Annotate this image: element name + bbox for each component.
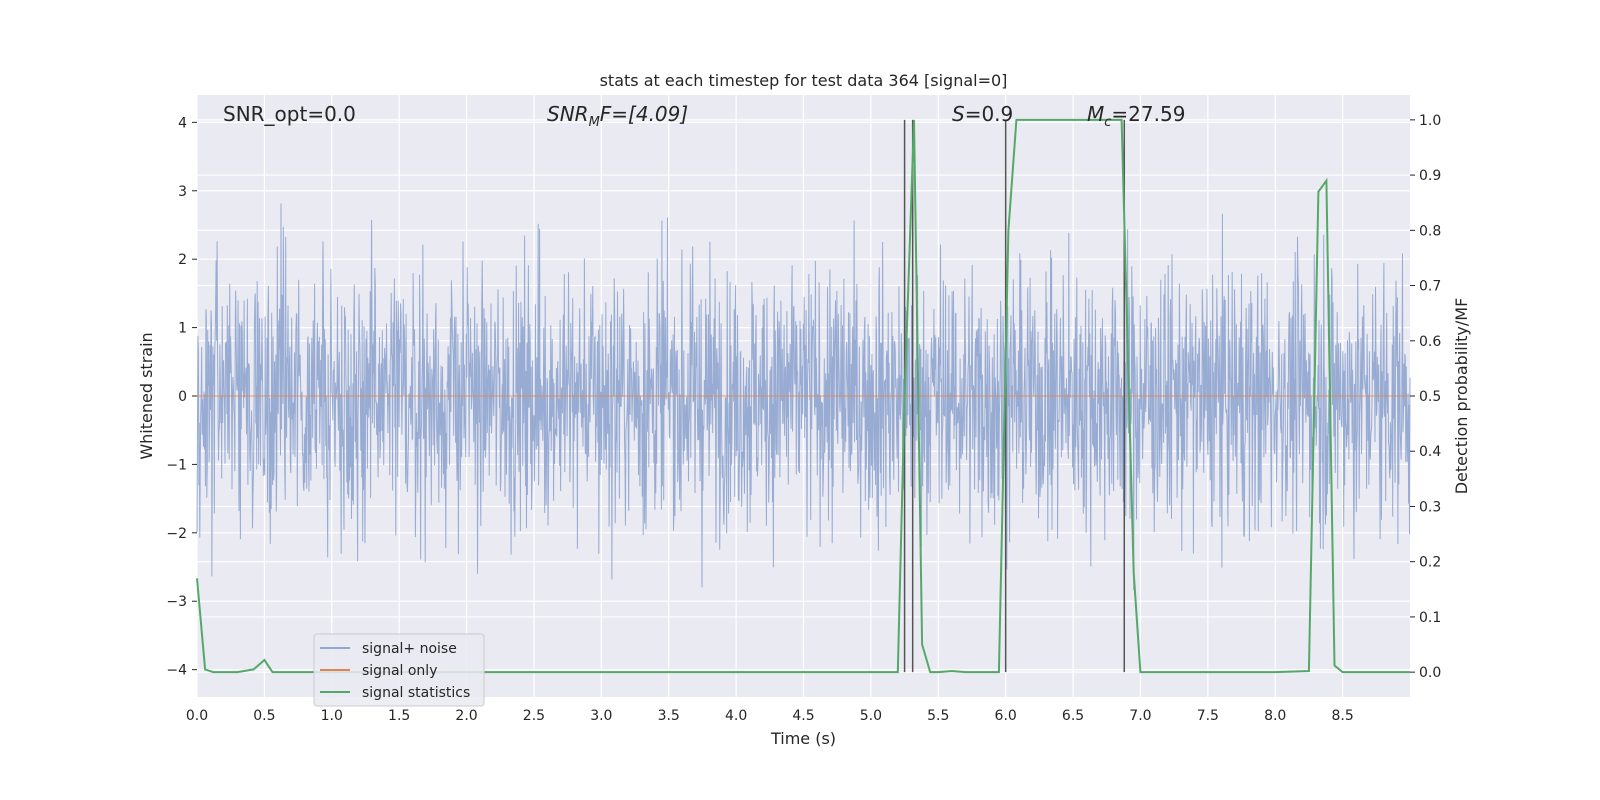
y-axis-right-label: Detection probability/MF bbox=[1452, 298, 1471, 495]
x-tick-label: 1.5 bbox=[388, 708, 410, 724]
x-tick-label: 5.5 bbox=[927, 708, 949, 724]
x-tick-label: 4.0 bbox=[725, 708, 747, 724]
annotation-mc: Mc=27.59 bbox=[1087, 102, 1185, 130]
y-left-tick-label: −2 bbox=[166, 526, 187, 542]
annotation-mc-sub: c bbox=[1104, 115, 1111, 130]
x-tick-label: 2.0 bbox=[455, 708, 477, 724]
x-tick-label: 5.0 bbox=[860, 708, 882, 724]
y-right-tick-label: 0.0 bbox=[1419, 665, 1441, 681]
signal-statistics-polyline bbox=[196, 118, 1410, 674]
annotation-mc-main: M bbox=[1087, 102, 1104, 126]
y-axis-left-ticks: −4 −3 −2 −1 0 1 2 3 4 bbox=[166, 115, 197, 679]
y-right-tick-label: 0.2 bbox=[1419, 555, 1441, 571]
x-tick-label: 3.0 bbox=[590, 708, 612, 724]
y-right-tick-label: 0.8 bbox=[1419, 223, 1441, 239]
x-tick-label: 4.5 bbox=[792, 708, 814, 724]
legend-label-signal-noise: signal+ noise bbox=[362, 641, 457, 657]
y-left-tick-label: 4 bbox=[178, 115, 187, 131]
x-tick-label: 0.5 bbox=[253, 708, 275, 724]
x-tick-label: 7.0 bbox=[1129, 708, 1151, 724]
annotation-snr-opt: SNR_opt=0.0 bbox=[223, 102, 356, 126]
x-tick-label: 1.0 bbox=[321, 708, 343, 724]
annotation-snr-mf-sub: M bbox=[589, 115, 600, 130]
annotation-s: S=0.9 bbox=[952, 102, 1013, 126]
signal-noise-trace bbox=[196, 203, 1411, 591]
y-right-tick-label: 0.7 bbox=[1419, 279, 1441, 295]
x-tick-label: 6.0 bbox=[995, 708, 1017, 724]
y-axis-left-label: Whitened strain bbox=[137, 332, 156, 459]
y-right-tick-label: 1.0 bbox=[1419, 113, 1441, 129]
signal-statistics-line bbox=[196, 118, 1410, 674]
y-right-tick-label: 0.6 bbox=[1419, 334, 1441, 350]
x-tick-label: 2.5 bbox=[523, 708, 545, 724]
annotation-snr-mf-rest: F=[4.09] bbox=[600, 102, 688, 126]
x-tick-label: 3.5 bbox=[658, 708, 680, 724]
y-left-tick-label: −1 bbox=[166, 457, 187, 473]
y-left-tick-label: 1 bbox=[178, 321, 187, 337]
y-left-tick-label: 0 bbox=[178, 389, 187, 405]
y-left-tick-label: −3 bbox=[166, 594, 187, 610]
x-tick-label: 8.5 bbox=[1331, 708, 1353, 724]
y-right-tick-label: 0.5 bbox=[1419, 389, 1441, 405]
y-right-tick-label: 0.3 bbox=[1419, 499, 1441, 515]
legend-label-signal-only: signal only bbox=[362, 663, 437, 679]
x-axis-ticks: 0.0 0.5 1.0 1.5 2.0 2.5 3.0 3.5 4.0 4.5 5.0 5.5 6.0 6… bbox=[186, 708, 1354, 724]
x-tick-label: 6.5 bbox=[1062, 708, 1084, 724]
x-tick-label: 0.0 bbox=[186, 708, 208, 724]
annotation-snr-mf-main: SNR bbox=[547, 102, 589, 126]
y-left-tick-label: 2 bbox=[178, 252, 187, 268]
y-left-tick-label: 3 bbox=[178, 184, 187, 200]
y-left-tick-label: −4 bbox=[166, 663, 187, 679]
annotation-mc-rest: =27.59 bbox=[1111, 102, 1185, 126]
y-right-tick-label: 0.1 bbox=[1419, 610, 1441, 626]
x-tick-label: 7.5 bbox=[1197, 708, 1219, 724]
signal-noise-line bbox=[196, 203, 1411, 591]
legend: signal+ noise signal only signal statist… bbox=[313, 633, 485, 707]
x-axis-label: Time (s) bbox=[770, 729, 836, 748]
annotation-snr-mf: SNRMF=[4.09] bbox=[547, 102, 688, 130]
chart-title: stats at each timestep for test data 364… bbox=[600, 71, 1008, 90]
legend-label-signal-statistics: signal statistics bbox=[362, 685, 470, 701]
annotation-s-main: S bbox=[952, 102, 965, 126]
y-axis-right-ticks: 0.0 0.1 0.2 0.3 0.4 0.5 0.6 0.7 0.8 0.9 1.0 bbox=[1410, 113, 1441, 681]
y-right-tick-label: 0.4 bbox=[1419, 444, 1441, 460]
x-tick-label: 8.0 bbox=[1264, 708, 1286, 724]
legend-box bbox=[313, 633, 485, 707]
y-right-tick-label: 0.9 bbox=[1419, 168, 1441, 184]
annotation-s-rest: =0.9 bbox=[965, 102, 1014, 126]
